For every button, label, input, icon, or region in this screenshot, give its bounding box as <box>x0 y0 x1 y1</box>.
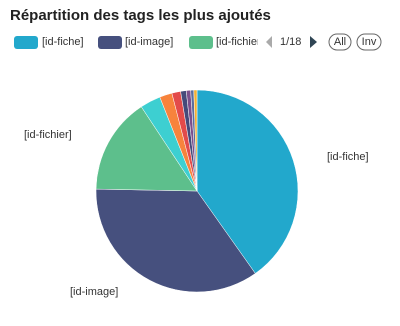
legend-button[interactable] <box>328 33 352 51</box>
pie-slice <box>193 89 198 192</box>
legend-swatch <box>14 36 38 49</box>
pie <box>95 89 299 293</box>
legend-label: [id-image] <box>125 36 173 48</box>
legend-label: [id-fichier] <box>216 36 264 48</box>
slice-label: [id-fiche] <box>327 151 369 163</box>
legend-prev[interactable] <box>266 36 272 48</box>
legend-next[interactable] <box>310 36 317 48</box>
legend-button[interactable] <box>356 33 382 51</box>
chart-title: Répartition des tags les plus ajoutés <box>10 7 271 24</box>
pie-slice <box>95 106 198 192</box>
legend-button-label[interactable]: All <box>334 36 346 48</box>
legend-button-label[interactable]: Inv <box>362 36 377 48</box>
legend-swatch <box>189 36 213 49</box>
pie-slice <box>196 89 299 274</box>
legend-label: [id-fiche] <box>42 36 84 48</box>
legend-page: 1/18 <box>280 36 301 48</box>
pie-slice <box>95 188 256 293</box>
legend-swatch <box>98 36 122 49</box>
legend: [id-fiche] [id-image] [id-fichier] <box>14 36 264 49</box>
slice-label: [id-fichier] <box>24 129 72 141</box>
slice-label: [id-image] <box>70 286 118 298</box>
